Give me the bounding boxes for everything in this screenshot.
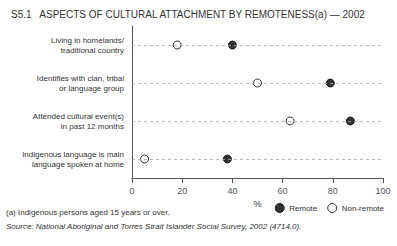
svg-text:Identifies with clan, tribal: Identifies with clan, tribal	[37, 74, 124, 83]
svg-text:80: 80	[328, 186, 338, 196]
svg-text:Non-remote: Non-remote	[342, 204, 385, 213]
svg-text:Indigenous language is main: Indigenous language is main	[22, 150, 124, 159]
svg-text:100: 100	[375, 186, 390, 196]
svg-text:20: 20	[177, 186, 187, 196]
svg-text:in past 12 months: in past 12 months	[61, 122, 124, 131]
svg-text:traditional country: traditional country	[61, 46, 124, 55]
svg-text:S5.1 ASPECTS OF CULTURAL ATT: S5.1 ASPECTS OF CULTURAL ATTACHMENT BY R…	[11, 9, 365, 20]
svg-text:40: 40	[227, 186, 237, 196]
svg-text:language spoken at home: language spoken at home	[32, 160, 125, 169]
svg-text:Source: National Aboriginal an: Source: National Aboriginal and Torres S…	[6, 222, 301, 231]
svg-text:%: %	[253, 199, 261, 209]
svg-text:0: 0	[129, 186, 134, 196]
svg-text:(a) Indigenous persons aged 15: (a) Indigenous persons aged 15 years or …	[6, 208, 170, 217]
svg-text:or language group: or language group	[59, 84, 124, 93]
svg-text:Attended cultural event(s): Attended cultural event(s)	[33, 112, 124, 121]
svg-text:Remote: Remote	[289, 204, 318, 213]
svg-text:60: 60	[278, 186, 288, 196]
svg-text:Living in homelands/: Living in homelands/	[51, 36, 125, 45]
